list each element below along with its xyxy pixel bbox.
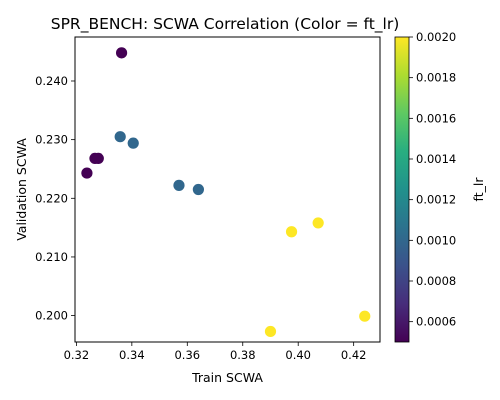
x-tick-label: 0.40 [285, 348, 311, 362]
colorbar-tick-label: 0.0020 [416, 30, 456, 44]
data-point [127, 137, 139, 149]
x-tick-label: 0.38 [230, 348, 256, 362]
y-axis-label: Validation SCWA [14, 138, 29, 241]
x-tick-label: 0.42 [341, 348, 367, 362]
colorbar-tick-label: 0.0014 [416, 152, 456, 166]
data-point [192, 183, 204, 196]
y-tick-label: 0.240 [35, 74, 68, 88]
y-tick-label: 0.230 [35, 133, 68, 147]
colorbar-frame [394, 36, 410, 343]
chart-title: SPR_BENCH: SCWA Correlation (Color = ft_… [51, 15, 400, 34]
plot-area [81, 47, 371, 338]
data-point [359, 310, 371, 322]
colorbar-tick-label: 0.0008 [416, 274, 456, 288]
colorbar-tick-label: 0.0006 [416, 315, 456, 329]
data-point [264, 325, 277, 338]
colorbar [395, 37, 409, 342]
data-point [92, 152, 104, 165]
x-tick-label: 0.36 [174, 348, 200, 362]
colorbar-label: ft_lr [471, 177, 486, 202]
x-tick-label: 0.32 [64, 348, 90, 362]
colorbar-tick-label: 0.0016 [416, 111, 456, 125]
data-point [173, 179, 185, 191]
colorbar-tick-label: 0.0010 [416, 233, 456, 247]
data-point [312, 217, 324, 229]
data-point [114, 131, 126, 143]
y-tick-label: 0.200 [35, 309, 68, 323]
colorbar-tick-label: 0.0018 [416, 71, 456, 85]
x-tick-label: 0.34 [119, 348, 145, 362]
y-axis: 0.200 0.210 0.220 0.230 0.240 [35, 74, 75, 323]
y-tick-label: 0.210 [35, 250, 68, 264]
y-tick-label: 0.220 [35, 191, 68, 205]
x-axis-label: Train SCWA [191, 370, 263, 385]
data-point [285, 226, 298, 238]
data-point [81, 167, 93, 179]
data-point [115, 47, 128, 59]
colorbar-tick-label: 0.0012 [416, 193, 456, 207]
x-axis: 0.32 0.34 0.36 0.38 0.40 0.42 [64, 342, 367, 362]
colorbar-axis: 0.0006 0.0008 0.0010 0.0012 0.0014 0.0016 0.00… [409, 30, 456, 329]
plot-frame [74, 36, 381, 343]
